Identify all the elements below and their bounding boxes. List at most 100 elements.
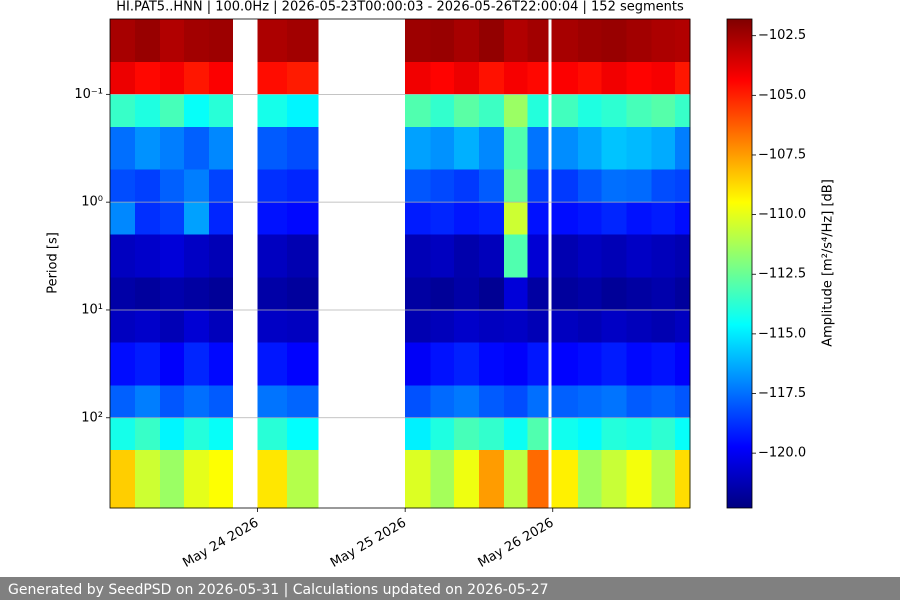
heatmap-cell <box>527 61 549 95</box>
heatmap-cell <box>626 19 652 63</box>
heatmap-cell <box>601 385 627 419</box>
heatmap-cell <box>257 309 288 343</box>
heatmap-cell <box>453 417 480 451</box>
heatmap-cell <box>287 450 319 509</box>
heatmap-cell <box>527 94 549 128</box>
heatmap-cell <box>551 202 579 235</box>
heatmap-cell <box>257 450 288 509</box>
colorbar-tick-label: −102.5 <box>758 28 806 43</box>
heatmap-cell <box>208 126 233 171</box>
heatmap-cell <box>504 61 528 95</box>
heatmap-cell <box>453 450 480 509</box>
heatmap-cell <box>504 202 528 235</box>
heatmap-cell <box>183 417 210 451</box>
heatmap-cell <box>453 385 480 419</box>
heatmap-cell <box>675 126 691 171</box>
heatmap-cell <box>287 61 319 95</box>
heatmap-cell <box>551 417 579 451</box>
heatmap-cell <box>478 126 505 171</box>
heatmap-cell <box>651 126 676 171</box>
heatmap-cell <box>626 169 652 203</box>
heatmap-cell <box>287 234 319 278</box>
heatmap-cell <box>405 126 431 171</box>
heatmap-cell <box>577 342 602 386</box>
footer-bar <box>0 577 900 600</box>
heatmap-cell <box>257 234 288 278</box>
heatmap-cell <box>405 19 431 63</box>
heatmap-cell <box>160 202 185 235</box>
heatmap-cell <box>110 61 136 95</box>
heatmap-cell <box>405 277 431 311</box>
heatmap-cell <box>160 169 185 203</box>
heatmap-cell <box>110 342 136 386</box>
heatmap-cell <box>160 126 185 171</box>
heatmap-cell <box>601 417 627 451</box>
heatmap-cell <box>551 342 579 386</box>
colorbar-tick-label: −105.0 <box>758 88 806 103</box>
y-axis-label: Period [s] <box>46 232 61 294</box>
y-tick-label: 10⁻¹ <box>74 87 103 102</box>
heatmap-cell <box>504 234 528 278</box>
heatmap-cell <box>551 61 579 95</box>
heatmap-cell <box>110 309 136 343</box>
heatmap-cell <box>257 202 288 235</box>
heatmap-cell <box>601 169 627 203</box>
heatmap-cell <box>504 309 528 343</box>
heatmap-cell <box>160 342 185 386</box>
heatmap-cell <box>405 309 431 343</box>
heatmap-cell <box>504 450 528 509</box>
heatmap-cell <box>651 277 676 311</box>
heatmap-cell <box>504 417 528 451</box>
heatmap-cell <box>110 450 136 509</box>
heatmap-cell <box>551 277 579 311</box>
heatmap-cell <box>287 126 319 171</box>
heatmap-cell <box>527 234 549 278</box>
heatmap-cell <box>527 385 549 419</box>
heatmap-cell <box>626 234 652 278</box>
heatmap-cell <box>504 94 528 128</box>
heatmap-cell <box>405 385 431 419</box>
heatmap-cell <box>527 169 549 203</box>
heatmap-cell <box>478 309 505 343</box>
heatmap-cell <box>183 202 210 235</box>
heatmap-cell <box>626 126 652 171</box>
heatmap-cell <box>405 61 431 95</box>
heatmap-cell <box>478 234 505 278</box>
heatmap-cell <box>601 94 627 128</box>
heatmap-cell <box>183 94 210 128</box>
heatmap-cell <box>287 19 319 63</box>
heatmap-cell <box>478 202 505 235</box>
heatmap-cell <box>675 19 691 63</box>
heatmap-cell <box>208 417 233 451</box>
heatmap-cell <box>577 202 602 235</box>
heatmap-cell <box>430 94 455 128</box>
heatmap-cell <box>208 19 233 63</box>
colorbar-tick-label: −110.0 <box>758 207 806 222</box>
heatmap-cell <box>160 234 185 278</box>
heatmap-cell <box>675 450 691 509</box>
heatmap-cell <box>601 342 627 386</box>
heatmap-cell <box>208 94 233 128</box>
heatmap-cell <box>478 277 505 311</box>
heatmap-cell <box>135 94 161 128</box>
heatmap-cell <box>551 234 579 278</box>
heatmap-cell <box>577 126 602 171</box>
heatmap-cell <box>287 94 319 128</box>
heatmap-cell <box>527 417 549 451</box>
heatmap-cell <box>430 234 455 278</box>
heatmap-cell <box>527 309 549 343</box>
heatmap-cell <box>551 309 579 343</box>
heatmap-cell <box>183 19 210 63</box>
heatmap-cell <box>675 202 691 235</box>
heatmap-cell <box>453 309 480 343</box>
heatmap-cell <box>626 61 652 95</box>
heatmap-cell <box>208 277 233 311</box>
heatmap-cell <box>135 342 161 386</box>
heatmap-cell <box>257 385 288 419</box>
heatmap-cell <box>257 19 288 63</box>
heatmap-cell <box>257 342 288 386</box>
heatmap-cell <box>675 385 691 419</box>
heatmap-cell <box>287 277 319 311</box>
heatmap-cell <box>478 94 505 128</box>
heatmap-cell <box>651 342 676 386</box>
